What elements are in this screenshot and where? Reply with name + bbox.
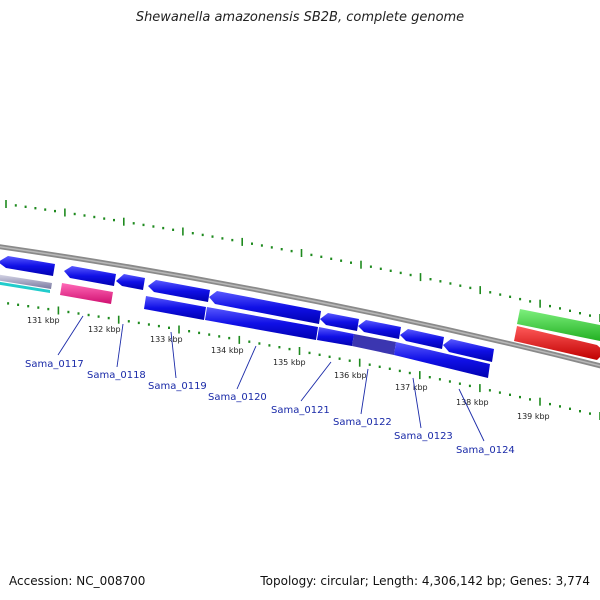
cds-feature (320, 313, 359, 331)
gene-label[interactable]: Sama_0119 (148, 381, 207, 392)
cds-feature (205, 307, 318, 340)
cds-feature-dark (352, 334, 396, 355)
cds-feature (400, 329, 444, 349)
cds-feature (116, 274, 145, 290)
gene-label[interactable]: Sama_0124 (456, 445, 515, 456)
gene-label[interactable]: Sama_0121 (271, 405, 330, 416)
scale-tick-label: 138 kbp (456, 398, 489, 407)
scale-tick-label: 133 kbp (150, 335, 183, 344)
gene-label[interactable]: Sama_0120 (208, 392, 267, 403)
right-edge-features (514, 309, 600, 360)
accession-text: Accession: NC_008700 (9, 574, 146, 588)
reverse-strand-features (0, 256, 494, 362)
cds-feature (443, 339, 494, 362)
scale-tick-label: 137 kbp (395, 383, 428, 392)
cds-feature (209, 291, 321, 324)
gene-labels: Sama_0117 Sama_0118 Sama_0119 Sama_0120 … (25, 359, 515, 456)
scale-tick-label: 135 kbp (273, 358, 306, 367)
cds-feature (394, 342, 490, 378)
map-title: Shewanella amazonensis SB2B, complete ge… (135, 10, 465, 25)
inner-tick-ring (7, 302, 600, 420)
cds-feature (317, 327, 354, 346)
gene-label[interactable]: Sama_0122 (333, 417, 392, 428)
gene-label[interactable]: Sama_0118 (87, 370, 146, 381)
outer-tick-ring (5, 200, 600, 322)
scale-tick-label: 132 kbp (88, 325, 121, 334)
left-edge-features (0, 274, 52, 293)
cds-feature (144, 296, 206, 320)
forward-strand-features (60, 283, 490, 378)
gene-leaders (57, 315, 485, 442)
genome-summary-text: Topology: circular; Length: 4,306,142 bp… (260, 574, 590, 588)
scale-tick-label: 131 kbp (27, 316, 60, 325)
scale-labels: 131 kbp 132 kbp 133 kbp 134 kbp 135 kbp … (27, 316, 550, 421)
green-feature (517, 309, 600, 341)
cds-feature (64, 266, 116, 286)
red-feature (514, 326, 600, 360)
cds-feature (148, 280, 210, 302)
scale-tick-label: 134 kbp (211, 346, 244, 355)
cds-feature (0, 256, 55, 276)
scale-tick-label: 136 kbp (334, 371, 367, 380)
cds-feature (358, 320, 401, 339)
rrna-feature (60, 283, 113, 304)
scale-tick-label: 139 kbp (517, 412, 550, 421)
gene-label[interactable]: Sama_0117 (25, 359, 84, 370)
gene-label[interactable]: Sama_0123 (394, 431, 453, 442)
